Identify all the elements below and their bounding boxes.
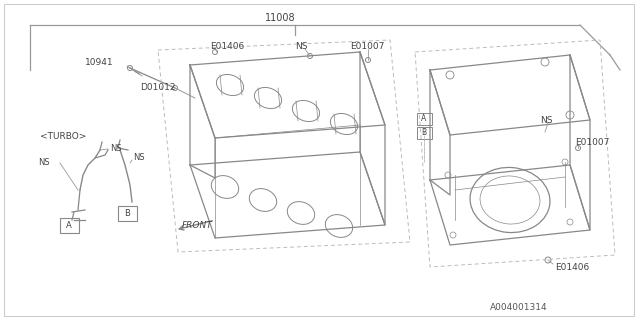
Text: E01406: E01406 bbox=[210, 42, 244, 51]
Text: D01012: D01012 bbox=[140, 83, 175, 92]
Text: NS: NS bbox=[295, 42, 307, 51]
Text: FRONT: FRONT bbox=[182, 220, 212, 229]
Text: NS: NS bbox=[133, 153, 145, 162]
Text: A: A bbox=[66, 220, 72, 229]
Text: A004001314: A004001314 bbox=[490, 303, 548, 313]
Text: E01007: E01007 bbox=[350, 42, 385, 51]
Text: NS: NS bbox=[110, 143, 122, 153]
Text: 11008: 11008 bbox=[265, 13, 295, 23]
Text: 10941: 10941 bbox=[85, 58, 114, 67]
Text: NS: NS bbox=[38, 157, 50, 166]
Text: E01007: E01007 bbox=[575, 138, 609, 147]
Text: <TURBO>: <TURBO> bbox=[40, 132, 86, 140]
Text: A: A bbox=[421, 114, 427, 123]
Text: E01406: E01406 bbox=[555, 263, 589, 273]
Text: B: B bbox=[124, 209, 130, 218]
Text: B: B bbox=[421, 127, 427, 137]
Text: NS: NS bbox=[540, 116, 552, 124]
